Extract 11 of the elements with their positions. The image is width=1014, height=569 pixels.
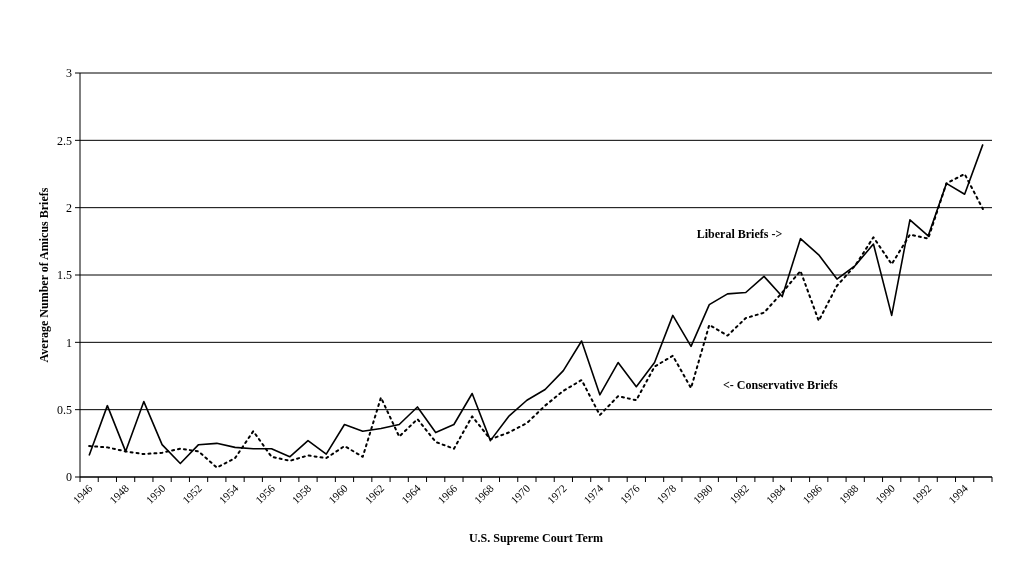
annotation: <- Conservative Briefs <box>722 377 839 392</box>
y-tick-label: 2.5 <box>57 133 72 148</box>
annotation: Liberal Briefs -> <box>696 226 783 241</box>
x-axis-title: U.S. Supreme Court Term <box>468 531 604 545</box>
y-tick-label: 0.5 <box>57 402 72 417</box>
y-axis-title: Average Number of Amicus Briefs <box>37 187 51 363</box>
y-tick-label: 2 <box>66 200 72 215</box>
y-tick-label: 3 <box>66 66 72 81</box>
y-tick-label: 0 <box>66 470 72 485</box>
y-tick-label: 1 <box>66 335 72 350</box>
y-tick-label: 1.5 <box>57 268 72 283</box>
